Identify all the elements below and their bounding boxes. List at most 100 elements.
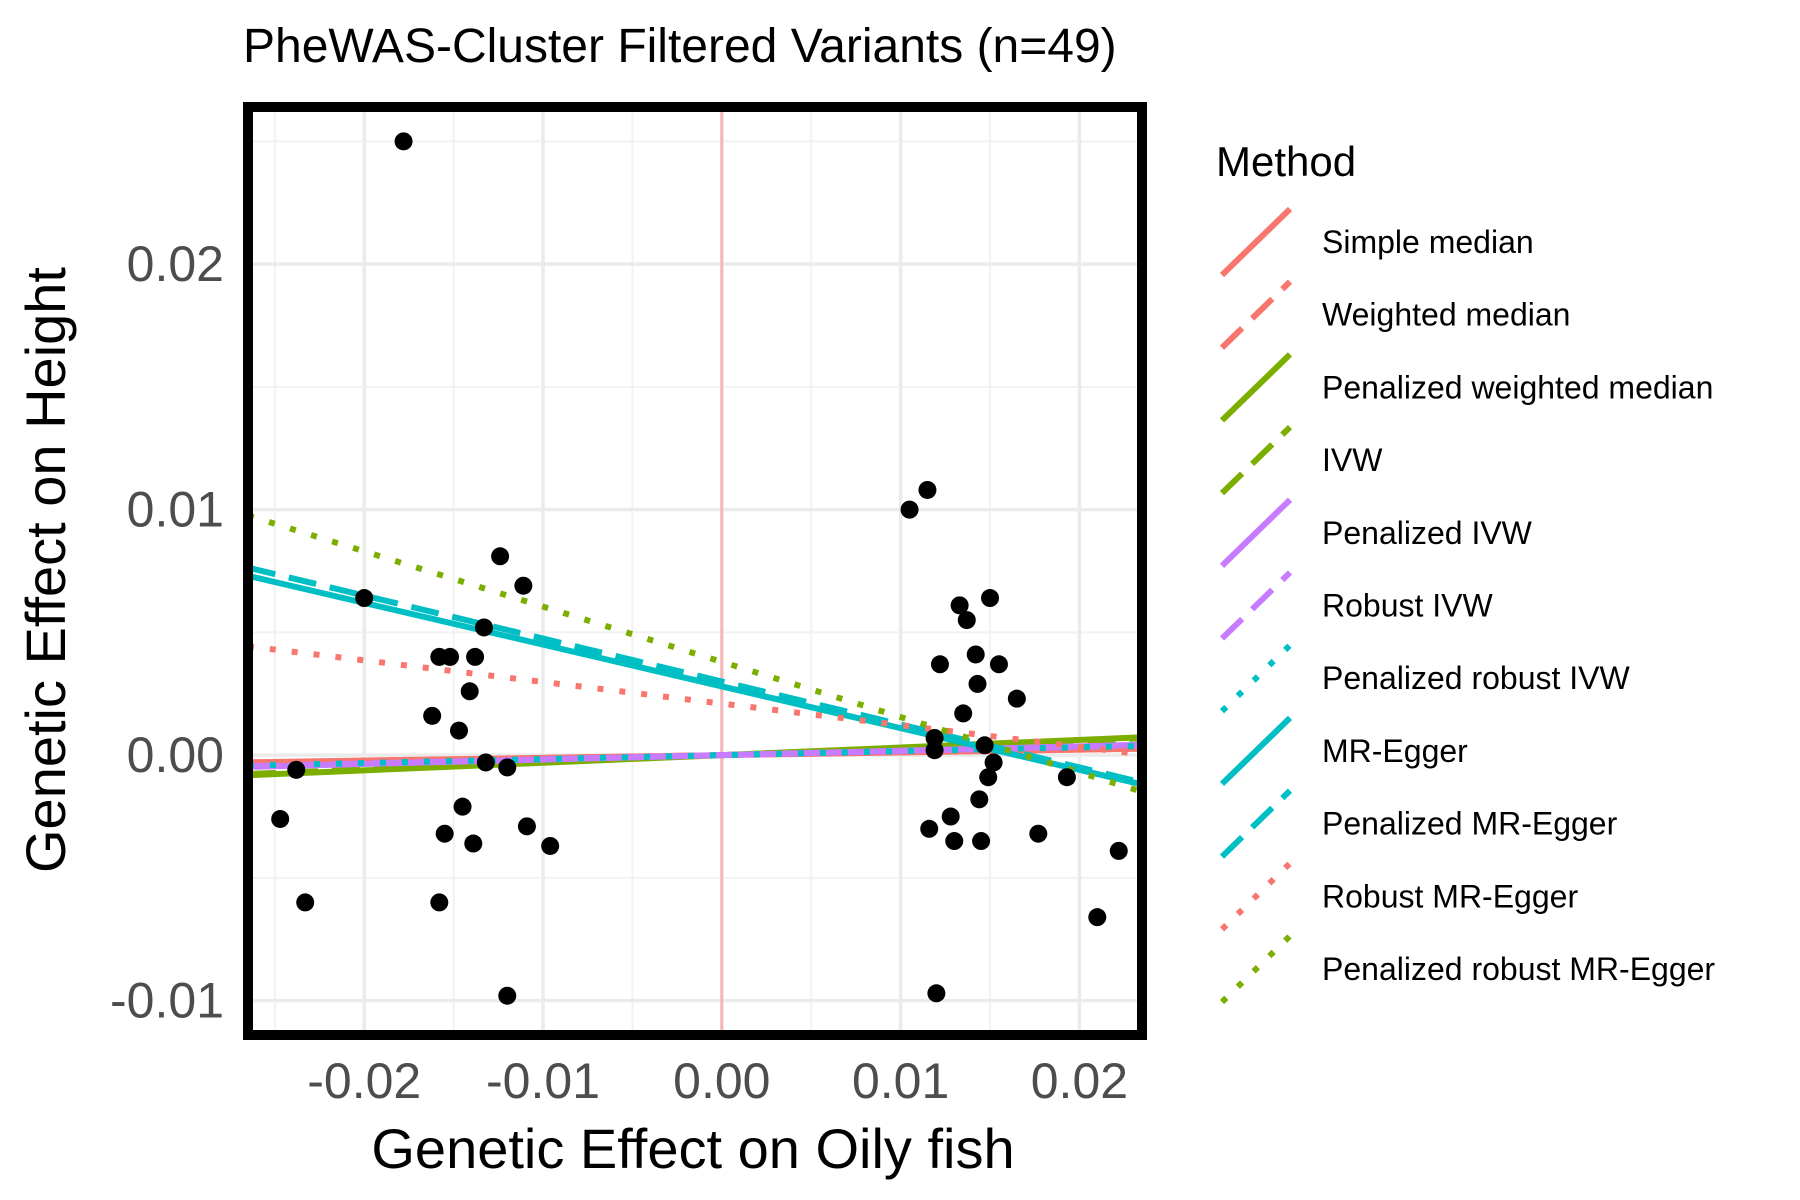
legend-label: Robust MR-Egger [1322, 878, 1578, 914]
data-point [954, 704, 973, 723]
y-tick-label: 0.02 [127, 236, 224, 292]
data-point [498, 986, 517, 1005]
data-point [975, 736, 994, 755]
data-point [430, 893, 449, 912]
data-point [453, 797, 472, 816]
y-tick-label: 0.00 [127, 727, 224, 783]
data-point [918, 480, 937, 499]
legend-item: Penalized MR-Egger [1219, 788, 1618, 859]
data-point [296, 893, 315, 912]
x-axis-title: Genetic Effect on Oily fish [371, 1117, 1014, 1180]
plot-border [243, 102, 1147, 1040]
data-point [900, 500, 919, 519]
legend-label: Robust IVW [1322, 588, 1494, 624]
legend-key [1219, 570, 1293, 641]
legend-item: Penalized robust IVW [1219, 643, 1631, 714]
legend-label: Penalized IVW [1322, 515, 1533, 551]
legend-item: Penalized robust MR-Egger [1219, 933, 1715, 1005]
data-point [966, 645, 985, 664]
legend-key [1219, 861, 1293, 932]
data-point [1029, 824, 1048, 843]
data-point [984, 753, 1003, 772]
data-point [355, 589, 374, 608]
legend-label: Penalized robust MR-Egger [1322, 951, 1715, 987]
data-point [950, 596, 969, 615]
data-point [475, 618, 494, 637]
legend-key [1219, 279, 1293, 350]
data-point [989, 655, 1008, 674]
x-tick-label: 0.02 [1031, 1053, 1128, 1109]
minor-gridlines [248, 107, 1142, 1035]
legend-key [1219, 206, 1293, 278]
legend-label: Simple median [1322, 224, 1534, 260]
chart-title: PheWAS-Cluster Filtered Variants (n=49) [243, 20, 1117, 73]
data-point [1007, 689, 1026, 708]
legend-label: IVW [1322, 442, 1383, 478]
data-point [930, 655, 949, 674]
data-point [514, 576, 533, 595]
data-point [941, 807, 960, 826]
data-point [957, 611, 976, 630]
data-point [464, 834, 483, 853]
data-point [460, 682, 479, 701]
legend-key [1219, 788, 1293, 859]
x-tick-label: 0.01 [852, 1053, 949, 1109]
legend-label: MR-Egger [1322, 733, 1468, 769]
legend-key [1219, 933, 1293, 1005]
y-tick-label: -0.01 [110, 973, 224, 1029]
legend-item: MR-Egger [1219, 715, 1468, 787]
data-point [491, 547, 510, 566]
legend-item: Robust IVW [1219, 570, 1494, 641]
legend-key [1219, 424, 1293, 496]
legend-key [1219, 497, 1293, 568]
data-point [979, 768, 998, 787]
data-point [1057, 768, 1076, 787]
data-point [981, 589, 1000, 608]
data-point [449, 721, 468, 740]
data-point [920, 819, 939, 838]
data-point [1109, 841, 1128, 860]
data-point [970, 790, 989, 809]
fit-line-penalized-robust-mr-egger [247, 512, 1143, 795]
legend-label: Penalized weighted median [1322, 369, 1713, 405]
legend-item: Weighted median [1219, 279, 1570, 350]
data-point [271, 809, 290, 828]
x-tick-label: 0.00 [673, 1053, 770, 1109]
legend-key [1219, 715, 1293, 787]
data-point [968, 674, 987, 693]
data-points [271, 132, 1128, 1005]
x-tick-label: -0.02 [307, 1053, 421, 1109]
data-point [287, 760, 306, 779]
data-point [498, 758, 517, 777]
data-point [476, 753, 495, 772]
legend-item: Robust MR-Egger [1219, 861, 1578, 932]
data-point [466, 647, 485, 666]
x-axis-ticks: -0.02 -0.01 0.00 0.01 0.02 [307, 1053, 1128, 1109]
fit-line-robust-mr-egger [247, 643, 1143, 758]
data-point [541, 836, 560, 855]
fit-line-robust-ivw [247, 742, 1143, 770]
data-point [435, 824, 454, 843]
legend: Method Simple median Weighted median Penal… [1216, 138, 1715, 1005]
legend-item: Simple median [1219, 206, 1534, 278]
major-gridlines [248, 107, 1142, 1035]
legend-item: IVW [1219, 424, 1383, 496]
x-tick-label: -0.01 [486, 1053, 600, 1109]
data-point [423, 706, 442, 725]
legend-title: Method [1216, 138, 1356, 185]
y-axis-ticks: -0.01 0.00 0.01 0.02 [110, 236, 224, 1029]
legend-label: Penalized MR-Egger [1322, 806, 1618, 842]
data-point [927, 984, 946, 1003]
data-point [517, 817, 536, 836]
legend-label: Penalized robust IVW [1322, 660, 1631, 696]
y-axis-title: Genetic Effect on Height [14, 267, 77, 873]
data-point [945, 832, 964, 851]
data-point [925, 741, 944, 760]
legend-key [1219, 643, 1293, 714]
legend-item: Penalized weighted median [1219, 352, 1713, 423]
legend-key [1219, 352, 1293, 423]
data-point [394, 132, 413, 151]
legend-item: Penalized IVW [1219, 497, 1533, 568]
data-point [972, 832, 991, 851]
